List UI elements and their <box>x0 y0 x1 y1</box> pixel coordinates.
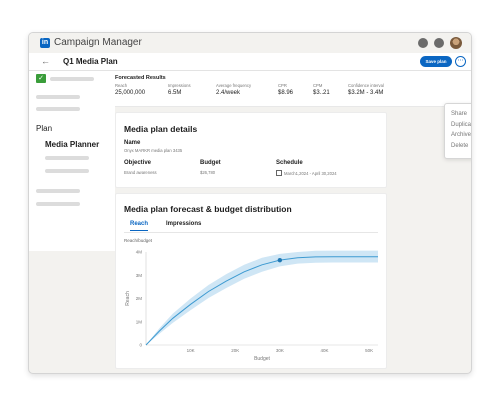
details-title: Media plan details <box>124 124 198 134</box>
tab-impressions[interactable]: Impressions <box>166 221 202 227</box>
sidebar-item-plan[interactable]: Plan <box>36 124 53 133</box>
linkedin-logo-icon: in <box>40 38 50 48</box>
avatar[interactable] <box>450 37 462 49</box>
check-icon: ✓ <box>36 74 46 83</box>
more-options-button[interactable]: ⋯ <box>455 56 466 67</box>
y-axis-label: Reach <box>125 291 131 306</box>
objective-label: Objective <box>124 160 152 166</box>
app-title: Campaign Manager <box>54 37 142 48</box>
save-plan-button[interactable]: Save plan <box>420 56 452 67</box>
metric-frequency: Average frequency 2.4/week <box>216 83 251 96</box>
more-options-menu: Share Duplicate Archive Delete <box>444 103 472 159</box>
metric-value: 2.4/week <box>216 90 241 96</box>
schedule-text: March1,2024 - April 30,2024 <box>284 171 337 176</box>
ellipsis-icon: ⋯ <box>457 58 464 64</box>
metric-value: $8.96 <box>278 90 294 96</box>
metric-reach: Reach 25,000,000 <box>115 83 145 96</box>
x-tick-label: 50K <box>365 348 373 353</box>
chart-subtitle: Reach/budget <box>124 238 153 243</box>
sidebar: ✓ Plan Media Planner <box>29 71 115 251</box>
reach-budget-chart: 0 1M 2M 3M 4M 10K 20K 30K 40K 50K Budget Reach <box>125 250 378 362</box>
budget-label: Budget <box>200 160 221 166</box>
budget-value: $26,780 <box>200 170 216 175</box>
x-tick-label: 10K <box>187 348 195 353</box>
x-tick-label: 30K <box>276 348 284 353</box>
metric-value: $3..21 <box>313 90 330 96</box>
metric-label: Impressions <box>168 83 191 88</box>
metric-value: $3.2M - 3.4M <box>348 90 384 96</box>
app-window: in Campaign Manager ← Q1 Media Plan Save… <box>28 32 472 374</box>
schedule-label: Schedule <box>276 160 303 166</box>
y-tick-label: 2M <box>136 296 143 301</box>
metric-label: Confidence interval <box>348 83 384 88</box>
forecasted-results-title: Forecasted Results <box>115 75 166 81</box>
sidebar-placeholder <box>36 202 80 206</box>
apps-icon[interactable] <box>434 38 444 48</box>
x-axis-label: Budget <box>254 356 270 362</box>
current-budget-marker <box>277 257 283 263</box>
chart-card-title: Media plan forecast & budget distributio… <box>124 204 292 214</box>
metric-label: Average frequency <box>216 83 252 88</box>
metric-impressions: Impressions 6.5M <box>168 83 191 96</box>
sidebar-placeholder <box>36 107 80 111</box>
menu-item-delete[interactable]: Delete <box>451 142 469 149</box>
notifications-icon[interactable] <box>418 38 428 48</box>
menu-item-duplicate[interactable]: Duplicate <box>451 121 472 128</box>
x-tick-label: 20K <box>231 348 239 353</box>
calendar-icon <box>276 170 282 176</box>
sidebar-placeholder <box>36 189 80 193</box>
reach-curve <box>145 256 378 346</box>
metric-value: 6.5M <box>168 90 182 96</box>
metric-confidence: Confidence interval $3.2M - 3.4M <box>348 83 384 96</box>
schedule-value: March1,2024 - April 30,2024 <box>276 170 337 176</box>
y-tick-label: 0 <box>139 343 142 348</box>
menu-item-archive[interactable]: Archive <box>451 132 472 138</box>
arrow-left-icon[interactable]: ← <box>41 56 50 66</box>
metric-cpm: CPM $3..21 <box>313 83 330 96</box>
confidence-band <box>146 250 378 345</box>
metric-cpr: CPR $8.96 <box>278 83 293 96</box>
metric-label: CPM <box>313 83 323 88</box>
tab-reach[interactable]: Reach <box>130 221 149 231</box>
y-tick-label: 3M <box>136 273 143 278</box>
title-bar: in Campaign Manager <box>29 33 471 53</box>
sidebar-placeholder <box>50 77 94 81</box>
y-tick-label: 4M <box>136 250 143 255</box>
sidebar-placeholder <box>45 169 89 173</box>
metric-value: 25,000,000 <box>115 90 146 96</box>
metric-label: Reach <box>115 83 128 88</box>
page-title: Q1 Media Plan <box>63 57 118 66</box>
plan-header: ← Q1 Media Plan Save plan ⋯ <box>29 53 471 71</box>
name-value: Onyx MARKR media plan 3435 <box>124 148 183 153</box>
sidebar-placeholder <box>36 95 80 99</box>
media-plan-details-card: Media plan details Name Onyx MARKR media… <box>115 112 387 188</box>
menu-item-share[interactable]: Share <box>451 111 468 117</box>
y-tick-label: 1M <box>136 319 143 324</box>
sidebar-item-media-planner[interactable]: Media Planner <box>45 140 100 149</box>
metric-label: CPR <box>278 83 287 88</box>
name-label: Name <box>124 140 141 146</box>
forecasted-results: Forecasted Results Reach 25,000,000 Impr… <box>115 71 471 107</box>
objective-value: Brand awareness <box>124 170 157 175</box>
sidebar-placeholder <box>45 156 89 160</box>
tab-divider <box>124 232 378 233</box>
forecast-chart-card: Media plan forecast & budget distributio… <box>115 193 387 369</box>
x-tick-label: 40K <box>320 348 328 353</box>
